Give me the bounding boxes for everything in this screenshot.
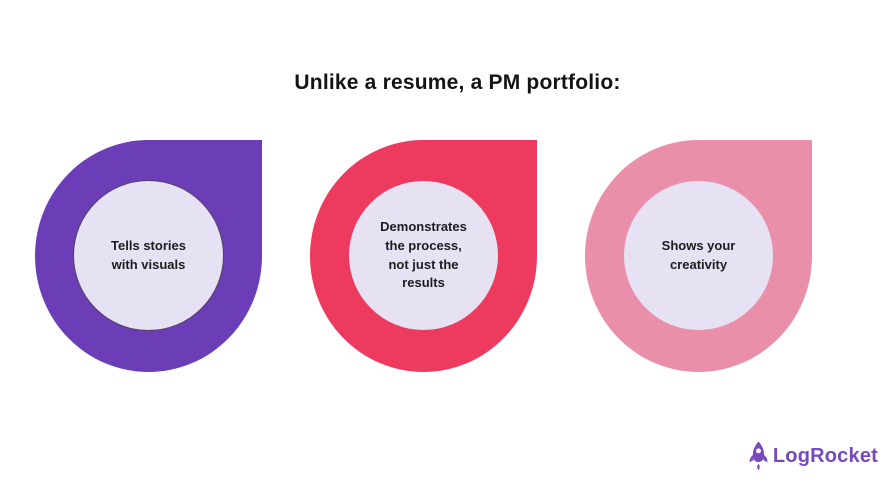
inner-circle-shows-creativity: Shows your creativity <box>624 181 773 330</box>
rocket-icon <box>749 441 768 471</box>
logrocket-logo: LogRocket <box>747 441 878 471</box>
teardrop-shape-shows-creativity: Shows your creativity <box>585 140 812 372</box>
page-title: Unlike a resume, a PM portfolio: <box>294 71 621 94</box>
item-text-tells-stories: Tells stories with visuals <box>111 237 186 272</box>
item-text-shows-creativity: Shows your creativity <box>661 237 736 272</box>
teardrop-shape-tells-stories: Tells stories with visuals <box>35 140 262 372</box>
inner-circle-demonstrates-process: Demonstrates the process, not just the r… <box>349 181 498 330</box>
teardrop-shape-demonstrates-process: Demonstrates the process, not just the r… <box>310 140 537 372</box>
inner-circle-tells-stories: Tells stories with visuals <box>74 181 223 330</box>
logrocket-logo-text: LogRocket <box>772 444 878 467</box>
item-text-demonstrates-process: Demonstrates the process, not just the r… <box>380 218 467 291</box>
